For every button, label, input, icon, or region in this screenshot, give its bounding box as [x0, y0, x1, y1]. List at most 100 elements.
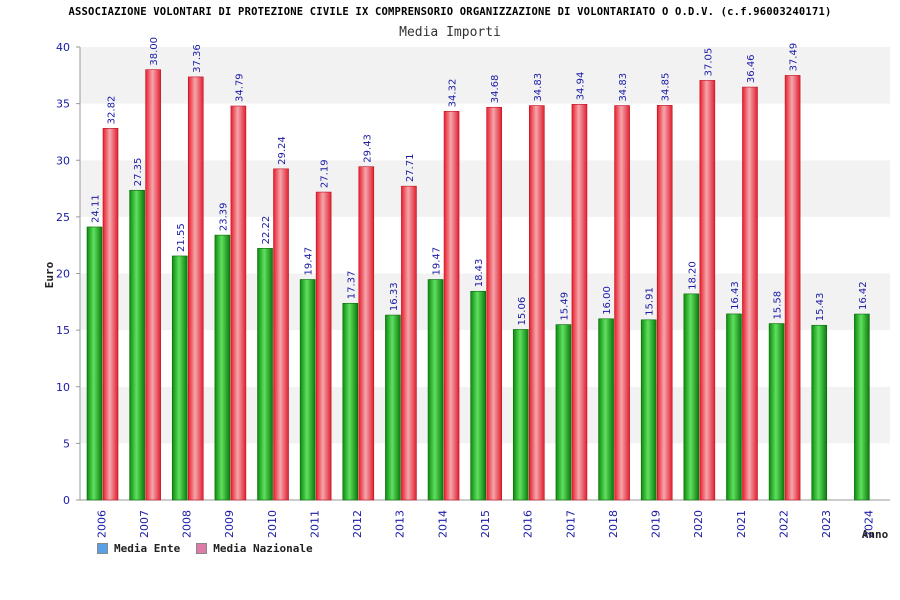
data-label: 34.32	[448, 79, 459, 108]
y-tick-label: 40	[56, 41, 70, 54]
data-label: 22.22	[261, 216, 272, 245]
bar-media-nazionale	[784, 75, 801, 501]
x-tick-label: 2019	[650, 510, 663, 538]
data-label: 16.33	[389, 282, 400, 311]
data-label: 34.83	[533, 73, 544, 102]
y-tick-label: 30	[56, 154, 70, 167]
legend-swatch-media-ente	[97, 543, 108, 554]
x-tick-label: 2010	[266, 510, 279, 538]
data-label: 18.43	[474, 259, 485, 288]
bar-media-nazionale	[486, 106, 502, 501]
data-label: 27.71	[405, 154, 416, 183]
data-label: 15.49	[559, 292, 570, 321]
bar-media-nazionale	[102, 128, 119, 501]
y-tick-label: 35	[56, 98, 70, 111]
bar-media-ente	[257, 248, 273, 501]
x-tick-label: 2022	[777, 510, 790, 538]
legend: Media Ente Media Nazionale	[97, 542, 313, 555]
bar-media-nazionale	[145, 69, 161, 501]
legend-label: Media Ente	[114, 542, 181, 555]
bar-media-nazionale	[315, 191, 332, 501]
y-tick-label: 25	[56, 211, 70, 224]
bar-media-ente	[640, 319, 657, 501]
data-label: 23.39	[218, 202, 229, 231]
bar-media-nazionale	[656, 105, 673, 501]
x-tick-label: 2023	[820, 510, 833, 538]
legend-item-media-nazionale: Media Nazionale	[196, 542, 313, 555]
x-tick-label: 2009	[223, 510, 236, 538]
bar-media-nazionale	[401, 185, 417, 501]
bar-media-nazionale	[529, 105, 545, 501]
data-label: 34.85	[661, 73, 672, 102]
bar-media-ente	[342, 302, 359, 501]
bar-media-ente	[854, 313, 870, 501]
page-title: ASSOCIAZIONE VOLONTARI DI PROTEZIONE CIV…	[68, 6, 832, 18]
data-label: 16.42	[858, 281, 869, 310]
bar-media-nazionale	[742, 86, 758, 501]
bar-media-ente	[513, 329, 529, 501]
data-label: 15.58	[773, 291, 784, 320]
data-label: 27.19	[320, 159, 331, 188]
legend-swatch-media-nazionale	[196, 543, 208, 554]
data-label: 18.20	[687, 261, 698, 290]
bar-media-nazionale	[230, 105, 247, 501]
chart-title: Media Importi	[399, 25, 501, 40]
data-label: 34.94	[575, 72, 586, 101]
data-label: 34.68	[490, 75, 501, 104]
data-label: 24.11	[91, 194, 102, 223]
data-label: 34.79	[234, 73, 245, 102]
bar-media-nazionale	[187, 76, 204, 501]
bar-media-nazionale	[614, 105, 630, 501]
bar-media-ente	[214, 234, 231, 501]
y-tick-label: 15	[56, 324, 70, 337]
bar-media-nazionale	[358, 166, 375, 501]
legend-label: Media Nazionale	[213, 542, 313, 555]
x-tick-label: 2016	[522, 510, 535, 538]
data-label: 21.55	[176, 223, 187, 252]
bar-media-ente	[171, 255, 188, 501]
x-tick-label: 2012	[351, 510, 364, 538]
bar-media-nazionale	[273, 168, 289, 501]
y-tick-label: 20	[56, 268, 70, 281]
y-tick-label: 0	[63, 494, 70, 507]
y-tick-label: 10	[56, 381, 70, 394]
data-label: 37.49	[789, 43, 800, 72]
bar-media-ente	[768, 323, 785, 501]
data-label: 17.37	[346, 271, 357, 300]
legend-item-media-ente: Media Ente	[97, 542, 180, 555]
bar-media-ente	[470, 290, 486, 501]
x-axis-label: Anno	[862, 528, 889, 541]
bar-media-ente	[427, 279, 444, 501]
data-label: 15.43	[815, 293, 826, 322]
x-tick-label: 2015	[479, 510, 492, 538]
y-axis-label: Euro	[43, 261, 56, 288]
data-label: 29.24	[277, 136, 288, 165]
bar-media-ente	[555, 324, 572, 501]
bar-media-ente	[86, 226, 103, 501]
bar-media-ente	[129, 189, 145, 501]
x-tick-label: 2021	[735, 510, 748, 538]
data-label: 19.47	[432, 247, 443, 276]
y-tick-label: 5	[63, 437, 70, 450]
x-tick-label: 2014	[436, 510, 449, 538]
data-label: 37.36	[192, 44, 203, 73]
x-tick-label: 2006	[95, 510, 108, 538]
bar-media-nazionale	[571, 104, 588, 501]
bar-media-ente	[683, 293, 700, 501]
data-label: 15.91	[645, 287, 656, 316]
bar-media-nazionale	[443, 111, 460, 501]
bar-media-ente	[726, 313, 742, 501]
data-label: 37.05	[703, 48, 714, 77]
bar-media-ente	[385, 314, 401, 501]
data-label: 36.46	[746, 54, 757, 83]
bar-media-ente	[811, 324, 828, 501]
data-label: 27.35	[133, 158, 144, 187]
data-label: 38.00	[149, 37, 160, 66]
x-tick-label: 2011	[308, 510, 321, 538]
x-tick-label: 2017	[564, 510, 577, 538]
x-tick-label: 2013	[394, 510, 407, 538]
x-tick-label: 2008	[181, 510, 194, 538]
x-tick-label: 2024	[863, 510, 876, 538]
data-label: 29.43	[362, 134, 373, 163]
